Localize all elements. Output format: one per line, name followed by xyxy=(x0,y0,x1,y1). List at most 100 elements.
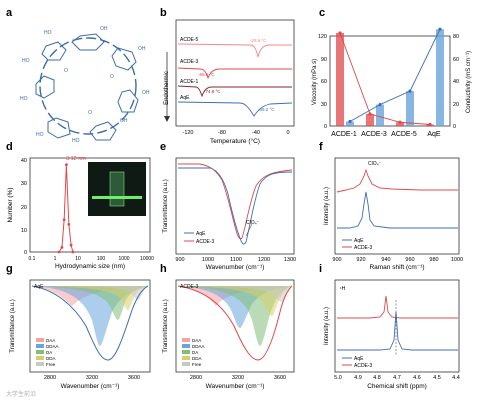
x-axis-label: Chemical shift (ppm) xyxy=(367,383,427,390)
y-axis-label: Viscosity (mPa s) xyxy=(312,59,318,105)
panel-d-dls: 3.12 nm 0 10 20 30 40 Number (%) 0.1 1 1… xyxy=(7,156,154,270)
curve-acde-5 xyxy=(177,43,292,58)
legend-swatch-free xyxy=(36,362,44,366)
x-tick: 3600 xyxy=(128,375,140,381)
curve-aqe xyxy=(177,101,293,117)
y2-tick: 40 xyxy=(453,79,459,85)
ho-label: HO xyxy=(44,30,52,36)
glucose-unit-6 xyxy=(35,75,55,99)
component-free xyxy=(178,286,292,302)
clo4-annotation: ClO₄⁻ xyxy=(368,161,382,167)
x-tick: 900 xyxy=(332,257,341,263)
plot-frame xyxy=(175,157,295,255)
peak-label-aqe: -39.2 °C xyxy=(258,107,275,112)
y2-tick: 80 xyxy=(453,34,459,40)
x-tick: 3200 xyxy=(86,375,98,381)
category-label: ACDE-5 xyxy=(391,131,417,138)
size-distribution-point xyxy=(69,243,73,247)
ho-label: HO xyxy=(22,58,30,64)
x-tick: 2800 xyxy=(190,375,202,381)
legend-label-dda: DDA xyxy=(192,356,202,361)
oh-label: OH xyxy=(100,26,108,32)
conductivity-bar xyxy=(376,104,384,126)
panel-g-oh-fit: AqE DAA DDAA DA DDA Free Transmittance (… xyxy=(10,279,151,390)
panel-letter-g: g xyxy=(6,263,13,275)
conductivity-bar xyxy=(436,29,444,126)
category-label: AqE xyxy=(427,131,441,138)
plot-frame xyxy=(329,35,451,127)
plot-frame xyxy=(175,19,295,127)
x-axis-label: Wavenumber (cm⁻¹) xyxy=(61,383,120,390)
legend-label-acde-3: ACDE-3 xyxy=(196,239,215,245)
viscosity-point xyxy=(428,122,432,127)
panel-letter-i: i xyxy=(319,263,322,275)
panel-h-oh-fit: ACDE-3 DAA DDAA DA DDA Free Transmittanc… xyxy=(163,279,295,390)
conductivity-line xyxy=(349,29,441,122)
peak-label-acde-3: -65.6 °C xyxy=(198,72,215,77)
conductivity-point xyxy=(348,119,352,124)
y-tick: 30 xyxy=(21,181,27,187)
y-axis-label: Transmittance (a.u.) xyxy=(163,179,169,232)
nucleus-label: ¹H xyxy=(340,286,346,292)
x-tick: 4.6 xyxy=(413,375,421,381)
x-tick: 4.7 xyxy=(393,375,401,381)
o-label: O xyxy=(64,68,68,74)
ho-label: HO xyxy=(72,138,80,144)
component-dda xyxy=(178,286,292,316)
curve-label-aqe: AqE xyxy=(180,95,190,101)
component-ddaa xyxy=(178,286,292,328)
x-tick: -120 xyxy=(182,130,193,136)
size-distribution-point xyxy=(67,223,71,226)
legend-label-ddaa: DDAA xyxy=(192,344,205,349)
oh-label: OH xyxy=(120,118,128,124)
plot-frame xyxy=(334,279,460,373)
size-distribution-point xyxy=(60,246,64,249)
conductivity-point xyxy=(408,89,412,93)
y-tick: 30 xyxy=(321,102,327,108)
y-tick: 60 xyxy=(321,79,327,85)
x-tick: 4.9 xyxy=(354,375,362,381)
size-distribution-line xyxy=(58,164,74,253)
y-axis-label: Transmittance (a.u.) xyxy=(163,299,169,352)
legend-swatch-da xyxy=(36,350,44,354)
category-label: ACDE-3 xyxy=(361,131,387,138)
conductivity-bar xyxy=(346,121,354,126)
curve-acde-3 xyxy=(337,295,458,319)
x-tick: 0.1 xyxy=(29,256,36,262)
y-tick: 0 xyxy=(324,124,327,130)
y-axis-label: Endothermic xyxy=(164,71,170,105)
peak-annotation: 3.12 nm xyxy=(66,156,86,162)
plot-frame xyxy=(29,279,151,373)
glucose-unit-4 xyxy=(89,121,117,141)
glucose-unit-1 xyxy=(71,33,105,51)
curve-acde-3 xyxy=(336,168,458,193)
x-tick: 940 xyxy=(381,257,390,263)
x-tick: 5.0 xyxy=(334,375,342,381)
curve-aqe xyxy=(178,167,293,245)
legend-swatch-ddaa xyxy=(36,344,44,348)
panel-f-raman: ClO₄⁻ AqE ACDE-3 Intensity (a.u.) 900 92… xyxy=(324,157,463,271)
conductivity-bar xyxy=(406,91,414,126)
legend-swatch-ddaa xyxy=(182,344,190,348)
x-tick: 900 xyxy=(175,257,184,263)
x-tick: 1300 xyxy=(284,257,296,263)
legend-label-free: Free xyxy=(46,362,56,367)
panel-letter-f: f xyxy=(319,141,323,153)
y-tick: 10 xyxy=(21,228,27,234)
legend-label-daa: DAA xyxy=(192,338,201,343)
y2-tick: 20 xyxy=(453,102,459,108)
panel-letter-b: b xyxy=(160,7,167,19)
legend-label-acde-3: ACDE-3 xyxy=(354,245,373,251)
y-axis-label: Transmittance (a.u.) xyxy=(10,299,16,352)
annotation-leader xyxy=(245,223,253,237)
viscosity-bar xyxy=(366,114,374,126)
glucose-unit-2 xyxy=(111,47,137,71)
x-tick: 4.8 xyxy=(373,375,381,381)
x-tick: 980 xyxy=(429,257,438,263)
clo4-annotation: ClO₄⁻ xyxy=(246,220,260,226)
component-free xyxy=(32,286,148,300)
x-axis-label: Raman shift (cm⁻¹) xyxy=(369,264,424,271)
x-tick: 2800 xyxy=(44,375,56,381)
peak-label-acde-5: -28.6 °C xyxy=(250,38,267,43)
x-tick: 100 xyxy=(97,256,106,262)
